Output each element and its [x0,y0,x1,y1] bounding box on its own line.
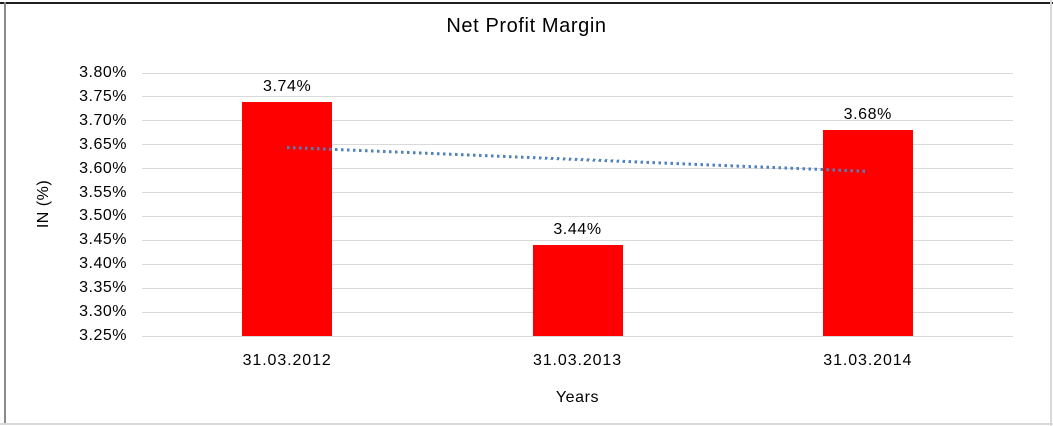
gridline [142,335,1013,337]
frame-border-top [0,2,1053,4]
y-tick-label: 3.40% [79,255,127,273]
y-tick-label: 3.45% [79,231,127,249]
bar-value-label: 3.74% [262,77,312,95]
y-tick-label: 3.35% [79,279,127,297]
x-tick-label: 31.03.2012 [242,352,332,369]
y-tick-label: 3.80% [79,64,127,81]
bar-31.03.2013 [532,245,623,336]
plot-area: 3.74% 3.44% 3.68% [142,72,1013,337]
bar-value-label: 3.44% [553,221,602,239]
y-tick-label: 3.65% [79,135,127,153]
frame-border-left [4,2,6,423]
y-tick-label: 3.55% [79,183,127,201]
y-tick-label: 3.60% [79,159,127,177]
y-tick-label: 3.75% [79,87,127,105]
frame-border-right [1050,0,1052,426]
y-axis-labels: 3.80% 3.75% 3.70% 3.65% 3.60% 3.55% 3.50% 3.45%… [0,64,127,344]
y-tick-label: 3.25% [79,327,127,344]
frame-border-bottom [0,423,1053,425]
gridline [142,144,1013,146]
bar-31.03.2014 [822,130,913,336]
bar-value-label: 3.68% [843,106,893,124]
bar-31.03.2012 [242,101,333,336]
y-tick-label: 3.70% [79,111,127,129]
x-axis-labels: 31.03.2012 31.03.2013 31.03.2014 [142,352,1013,374]
x-tick-label: 31.03.2013 [532,352,623,369]
gridline [142,192,1013,194]
y-tick-label: 3.50% [79,207,127,225]
gridline [142,96,1013,98]
y-tick-label: 3.30% [79,303,127,321]
gridline [142,239,1013,241]
gridline [142,168,1013,170]
gridline [142,215,1013,217]
chart-title: Net Profit Margin [446,15,607,37]
gridline [142,120,1013,122]
x-tick-label: 31.03.2014 [823,352,913,369]
gridline [142,72,1013,74]
x-axis-title: Years [555,389,600,406]
